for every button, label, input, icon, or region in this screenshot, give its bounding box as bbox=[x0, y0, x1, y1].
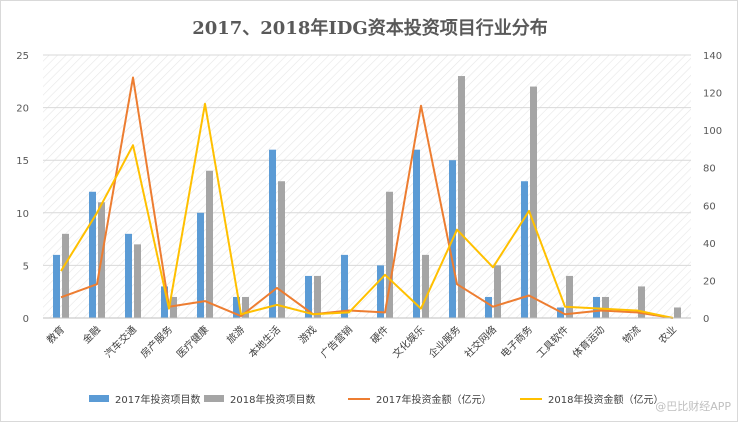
y-left-tick-label: 10 bbox=[16, 209, 29, 220]
bar-2018-count bbox=[530, 86, 537, 318]
x-category-label: 游戏 bbox=[296, 323, 319, 346]
x-category-label: 企业服务 bbox=[426, 323, 463, 360]
x-category-label: 物流 bbox=[620, 323, 643, 346]
bar-2018-count bbox=[278, 181, 285, 318]
bar-2018-count bbox=[494, 265, 501, 318]
bar-2017-count bbox=[485, 296, 492, 318]
lines-group bbox=[60, 76, 674, 319]
y-left-tick-label: 20 bbox=[16, 104, 29, 115]
x-category-label: 文化娱乐 bbox=[390, 323, 427, 360]
y-right-tick-label: 60 bbox=[703, 201, 716, 212]
bar-2017-count bbox=[305, 275, 312, 318]
x-category-label: 教育 bbox=[44, 323, 67, 346]
x-category-label: 体育运动 bbox=[570, 323, 607, 360]
bar-2017-count bbox=[269, 149, 276, 318]
bar-2018-count bbox=[242, 296, 249, 318]
legend-label: 2018年投资项目数 bbox=[230, 393, 315, 406]
legend-swatch bbox=[204, 395, 224, 402]
x-category-label: 硬件 bbox=[368, 324, 391, 347]
bar-2017-count bbox=[125, 233, 132, 318]
y-left-tick-label: 25 bbox=[16, 51, 29, 62]
bar-2017-count bbox=[197, 212, 204, 318]
y-left-tick-label: 0 bbox=[23, 314, 29, 325]
line-2017-amount bbox=[60, 76, 674, 319]
bar-2017-count bbox=[89, 191, 96, 318]
y-right-tick-label: 120 bbox=[703, 89, 722, 100]
x-category-label: 广告营销 bbox=[318, 323, 355, 360]
bar-2018-count bbox=[134, 244, 141, 318]
legend-swatch bbox=[89, 395, 109, 402]
x-category-label: 房产服务 bbox=[138, 323, 175, 360]
y-right-tick-label: 0 bbox=[703, 314, 709, 325]
x-category-label: 工具软件 bbox=[534, 323, 571, 360]
bar-2017-count bbox=[341, 254, 348, 318]
bar-2017-count bbox=[161, 286, 168, 318]
x-category-label: 医疗健康 bbox=[174, 323, 211, 360]
x-category-label: 社交网络 bbox=[462, 323, 499, 360]
legend-label: 2018年投资金额（亿元） bbox=[548, 393, 663, 406]
legend: 2017年投资项目数 2018年投资项目数 2017年投资金额（亿元） 2018年投资… bbox=[89, 393, 663, 406]
chart-title: 2017、2018年IDG资本投资项目行业分布 bbox=[192, 17, 548, 39]
x-category-label: 农业 bbox=[656, 323, 679, 346]
legend-label: 2017年投资金额（亿元） bbox=[376, 393, 491, 406]
bar-2017-count bbox=[53, 254, 60, 318]
bar-2018-count bbox=[638, 286, 645, 318]
y-right-tick-label: 80 bbox=[703, 164, 716, 175]
y-left-tick-label: 5 bbox=[23, 261, 29, 272]
line-2018-amount bbox=[60, 102, 674, 319]
y-right-tick-label: 100 bbox=[703, 126, 722, 137]
bar-2018-count bbox=[314, 275, 321, 318]
x-category-label: 本地生活 bbox=[246, 323, 283, 360]
bar-2018-count bbox=[458, 76, 465, 318]
legend-label: 2017年投资项目数 bbox=[115, 393, 200, 406]
y-right-tick-label: 140 bbox=[703, 51, 722, 62]
bar-2018-count bbox=[206, 170, 213, 318]
bar-2018-count bbox=[674, 307, 681, 318]
x-category-label: 旅游 bbox=[224, 323, 247, 346]
x-category-label: 金融 bbox=[80, 323, 103, 346]
bar-2018-count bbox=[170, 296, 177, 318]
bar-2017-count bbox=[377, 265, 384, 318]
watermark-text: @巴比财经APP bbox=[655, 399, 731, 413]
bar-2018-count bbox=[422, 254, 429, 318]
bar-2017-count bbox=[521, 181, 528, 318]
bar-2018-count bbox=[566, 275, 573, 318]
bar-2018-count bbox=[386, 191, 393, 318]
bar-2018-count bbox=[62, 233, 69, 318]
y-right-tick-label: 20 bbox=[703, 276, 716, 287]
bar-2017-count bbox=[413, 149, 420, 318]
x-category-label: 汽车交通 bbox=[102, 323, 139, 360]
y-right-tick-label: 40 bbox=[703, 239, 716, 250]
y-left-tick-label: 15 bbox=[16, 156, 29, 167]
bar-2017-count bbox=[233, 296, 240, 318]
x-category-label: 电子商务 bbox=[498, 323, 535, 360]
bar-2018-count bbox=[602, 296, 609, 318]
